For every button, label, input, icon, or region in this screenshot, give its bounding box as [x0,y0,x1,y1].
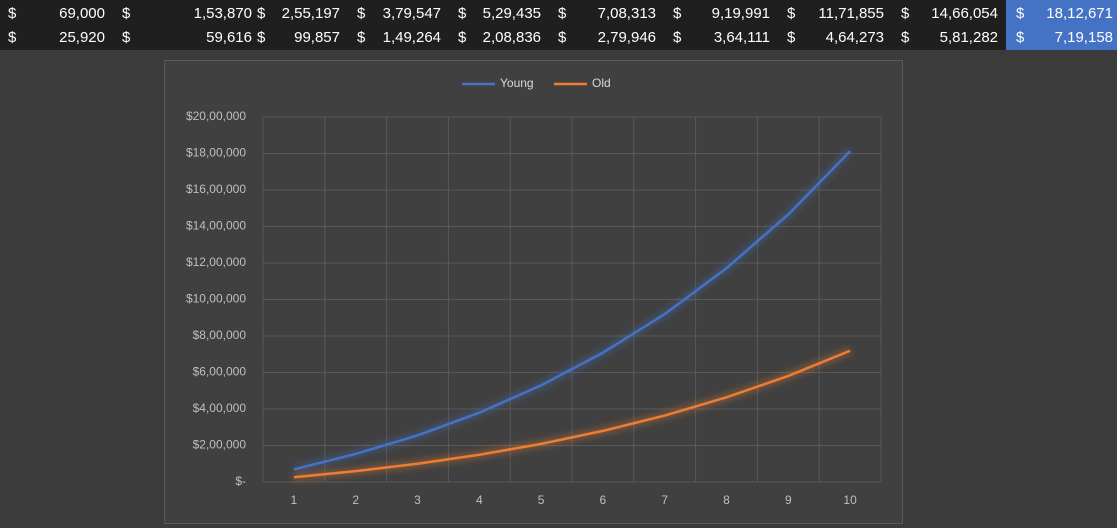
amount: 2,79,946 [598,29,656,46]
x-tick-label: 5 [538,493,545,507]
y-tick-label: $10,00,000 [186,292,246,306]
y-tick-label: $16,00,000 [186,182,246,196]
amount: 3,64,111 [714,29,770,46]
amount: 11,71,855 [818,5,884,22]
currency: $ [458,29,467,46]
amount: 1,49,264 [383,29,441,46]
currency: $ [257,29,266,46]
currency: $ [122,5,131,22]
x-tick-label: 6 [600,493,607,507]
amount: 14,66,054 [931,5,998,22]
series-line [293,349,851,479]
amount: 7,19,158 [1055,29,1113,46]
y-tick-label: $14,00,000 [186,219,246,233]
x-tick-label: 1 [291,493,298,507]
currency: $ [1016,5,1025,22]
currency: $ [357,29,366,46]
x-tick-label: 8 [723,493,730,507]
amount: 5,81,282 [940,29,998,46]
currency: $ [787,5,796,22]
y-tick-label: $4,00,000 [193,401,247,415]
currency: $ [673,29,682,46]
x-tick-label: 7 [661,493,668,507]
y-tick-label: $20,00,000 [186,109,246,123]
x-tick-label: 2 [352,493,359,507]
amount: 59,616 [206,29,252,46]
currency: $ [458,5,467,22]
amount: 5,29,435 [483,5,541,22]
amount: 69,000 [59,5,105,22]
amount: 2,55,197 [282,5,340,22]
currency: $ [901,29,910,46]
amount: 1,53,870 [194,5,252,22]
series-line [293,150,851,471]
chart-area[interactable] [164,60,903,524]
y-tick-label: $- [235,474,246,488]
currency: $ [8,29,17,46]
amount: 2,08,836 [483,29,541,46]
y-tick-label: $18,00,000 [186,146,246,160]
y-tick-label: $8,00,000 [193,328,247,342]
currency: $ [257,5,266,22]
amount: 4,64,273 [826,29,884,46]
amount: 3,79,547 [383,5,441,22]
selection[interactable] [1006,0,1117,50]
currency: $ [901,5,910,22]
x-tick-label: 4 [476,493,483,507]
currency: $ [122,29,131,46]
currency: $ [357,5,366,22]
amount: 25,920 [59,29,105,46]
legend-label: Young [500,76,534,90]
currency: $ [8,5,17,22]
sheet-rows [0,0,1117,50]
y-tick-label: $6,00,000 [193,365,247,379]
x-tick-label: 3 [414,493,421,507]
amount: 18,12,671 [1046,5,1113,22]
amount: 9,19,991 [712,5,770,22]
amount: 99,857 [294,29,340,46]
amount: 7,08,313 [598,5,656,22]
currency: $ [1016,29,1025,46]
legend-label: Old [592,76,611,90]
x-tick-label: 9 [785,493,792,507]
y-tick-label: $12,00,000 [186,255,246,269]
y-tick-label: $2,00,000 [193,438,247,452]
currency: $ [558,29,567,46]
x-tick-label: 10 [843,493,857,507]
currency: $ [558,5,567,22]
currency: $ [673,5,682,22]
currency: $ [787,29,796,46]
